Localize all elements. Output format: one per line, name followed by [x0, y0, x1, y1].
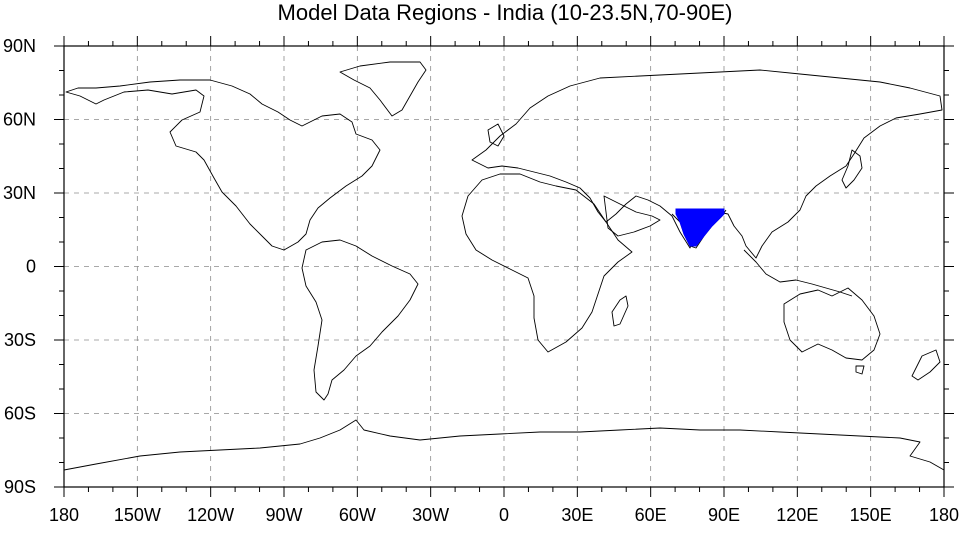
axis-ticks — [54, 36, 954, 497]
antarctica-coast — [63, 419, 945, 471]
lat-tick-label: 90N — [3, 36, 36, 56]
lon-tick-label: 0 — [499, 505, 509, 525]
lat-tick-label: 60N — [3, 110, 36, 130]
lat-tick-label: 0 — [26, 257, 36, 277]
eurasia-coast — [471, 69, 943, 259]
australia-coast — [783, 287, 881, 361]
lon-tick-label: 120E — [776, 505, 818, 525]
highlight-region-layer — [675, 208, 725, 247]
lat-tick-label: 90S — [4, 477, 36, 497]
lon-tick-label: 120W — [187, 505, 234, 525]
lon-tick-label: 60W — [339, 505, 376, 525]
lat-tick-label: 30N — [3, 183, 36, 203]
south-america-coast — [301, 239, 419, 401]
graticule — [64, 46, 944, 487]
lon-tick-label: 60E — [635, 505, 667, 525]
lon-tick-label: 30E — [561, 505, 593, 525]
lon-tick-label: 150W — [114, 505, 161, 525]
lon-tick-label: 180 — [49, 505, 79, 525]
lat-tick-label: 30S — [4, 330, 36, 350]
uk-coast — [487, 123, 505, 147]
lon-tick-label: 90E — [708, 505, 740, 525]
tasmania-coast — [855, 365, 865, 375]
axis-tick-labels: 180 150W 120W 90W 60W 30W 0 30E 60E 90E 120E 150E 18… — [3, 36, 959, 525]
greenland-coast — [339, 61, 427, 117]
arabia-coast — [603, 195, 661, 237]
lat-tick-label: 60S — [4, 404, 36, 424]
coastlines — [63, 61, 945, 471]
map-title: Model Data Regions - India (10-23.5N,70-… — [277, 0, 733, 25]
north-america-coast — [65, 79, 381, 251]
southeast-asia-coast — [743, 249, 853, 297]
lon-tick-label: 30W — [412, 505, 449, 525]
lon-tick-label: 180 — [929, 505, 959, 525]
madagascar-coast — [611, 295, 629, 327]
india-data-region — [675, 208, 725, 247]
japan-coast — [841, 149, 863, 189]
africa-coast — [461, 173, 633, 353]
lon-tick-label: 150E — [850, 505, 892, 525]
new-zealand-coast — [911, 349, 941, 381]
lon-tick-label: 90W — [265, 505, 302, 525]
